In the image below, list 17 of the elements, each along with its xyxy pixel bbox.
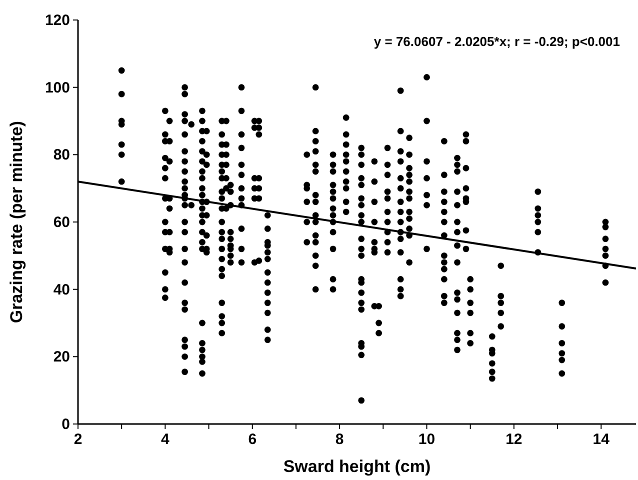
- y-tick-label: 80: [53, 146, 70, 164]
- y-tick-label: 100: [44, 79, 70, 96]
- y-tick-label: 40: [53, 281, 70, 298]
- x-tick-label: 14: [592, 431, 610, 448]
- y-axis-title: Grazing rate (per minute): [7, 120, 26, 324]
- x-tick-label: 6: [248, 431, 257, 448]
- x-tick-label: 12: [506, 431, 522, 448]
- x-tick-label: 2: [74, 431, 82, 448]
- y-tick-label: 0: [62, 416, 70, 433]
- x-axis-title: Sward height (cm): [283, 457, 431, 476]
- x-tick-label: 10: [418, 431, 436, 448]
- y-tick-label: 120: [44, 12, 70, 29]
- annotation: y = 76.0607 - 2.0205*x; r = -0.29; p<0.001: [374, 34, 620, 49]
- y-tick-label: 60: [53, 214, 70, 231]
- x-tick-label: 4: [161, 431, 170, 448]
- y-tick-label: 20: [53, 348, 70, 366]
- x-tick-label: 8: [335, 431, 344, 448]
